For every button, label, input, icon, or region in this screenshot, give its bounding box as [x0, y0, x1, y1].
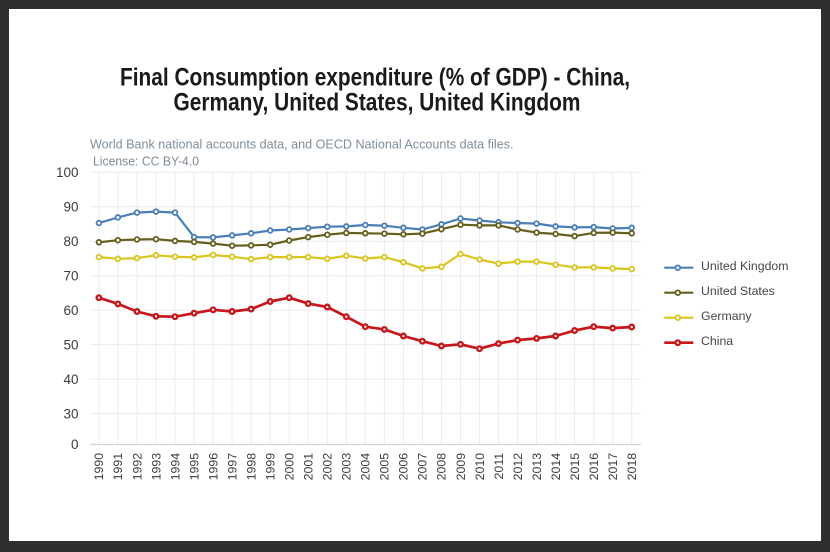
svg-text:1997: 1997 [225, 453, 239, 481]
svg-text:40: 40 [63, 372, 78, 387]
svg-text:50: 50 [63, 338, 78, 353]
svg-text:70: 70 [63, 269, 78, 284]
svg-text:Germany, United States, United: Germany, United States, United Kingdom [174, 89, 581, 116]
svg-text:2008: 2008 [435, 453, 449, 481]
svg-text:2007: 2007 [416, 453, 430, 481]
svg-text:1991: 1991 [111, 453, 125, 481]
svg-text:United States: United States [701, 284, 775, 298]
svg-text:2010: 2010 [473, 453, 487, 481]
svg-text:2009: 2009 [454, 453, 468, 481]
svg-text:1993: 1993 [149, 453, 163, 481]
svg-text:United Kingdom: United Kingdom [701, 259, 789, 273]
svg-text:30: 30 [63, 406, 78, 421]
svg-text:License: CC BY-4.0: License: CC BY-4.0 [93, 153, 199, 168]
svg-text:2016: 2016 [587, 453, 601, 481]
svg-text:60: 60 [63, 303, 78, 318]
svg-text:2014: 2014 [549, 453, 563, 481]
svg-text:90: 90 [63, 200, 78, 215]
svg-text:2012: 2012 [511, 453, 525, 481]
svg-text:1996: 1996 [206, 453, 220, 481]
svg-text:2013: 2013 [530, 453, 544, 481]
svg-text:2006: 2006 [397, 453, 411, 481]
svg-text:2017: 2017 [606, 453, 620, 481]
svg-text:2004: 2004 [359, 453, 373, 481]
svg-text:1998: 1998 [244, 453, 258, 481]
svg-text:2015: 2015 [568, 453, 582, 481]
svg-text:2001: 2001 [302, 453, 316, 481]
svg-text:1992: 1992 [130, 453, 144, 481]
svg-text:2018: 2018 [625, 453, 639, 481]
svg-text:100: 100 [56, 165, 79, 180]
svg-text:2005: 2005 [378, 453, 392, 481]
svg-text:2002: 2002 [321, 453, 335, 481]
svg-text:World Bank national accounts d: World Bank national accounts data, and O… [90, 136, 514, 151]
svg-text:1995: 1995 [187, 453, 201, 481]
svg-text:1994: 1994 [168, 453, 182, 481]
svg-text:China: China [701, 334, 733, 348]
svg-text:Final Consumption expenditure: Final Consumption expenditure (% of GDP)… [120, 64, 630, 91]
svg-text:Germany: Germany [701, 309, 752, 323]
svg-text:1990: 1990 [92, 453, 106, 481]
svg-text:1999: 1999 [264, 453, 278, 481]
svg-text:2003: 2003 [340, 453, 354, 481]
svg-text:0: 0 [71, 437, 79, 452]
svg-text:2000: 2000 [283, 453, 297, 481]
svg-text:2011: 2011 [492, 453, 506, 480]
svg-text:80: 80 [63, 234, 78, 249]
